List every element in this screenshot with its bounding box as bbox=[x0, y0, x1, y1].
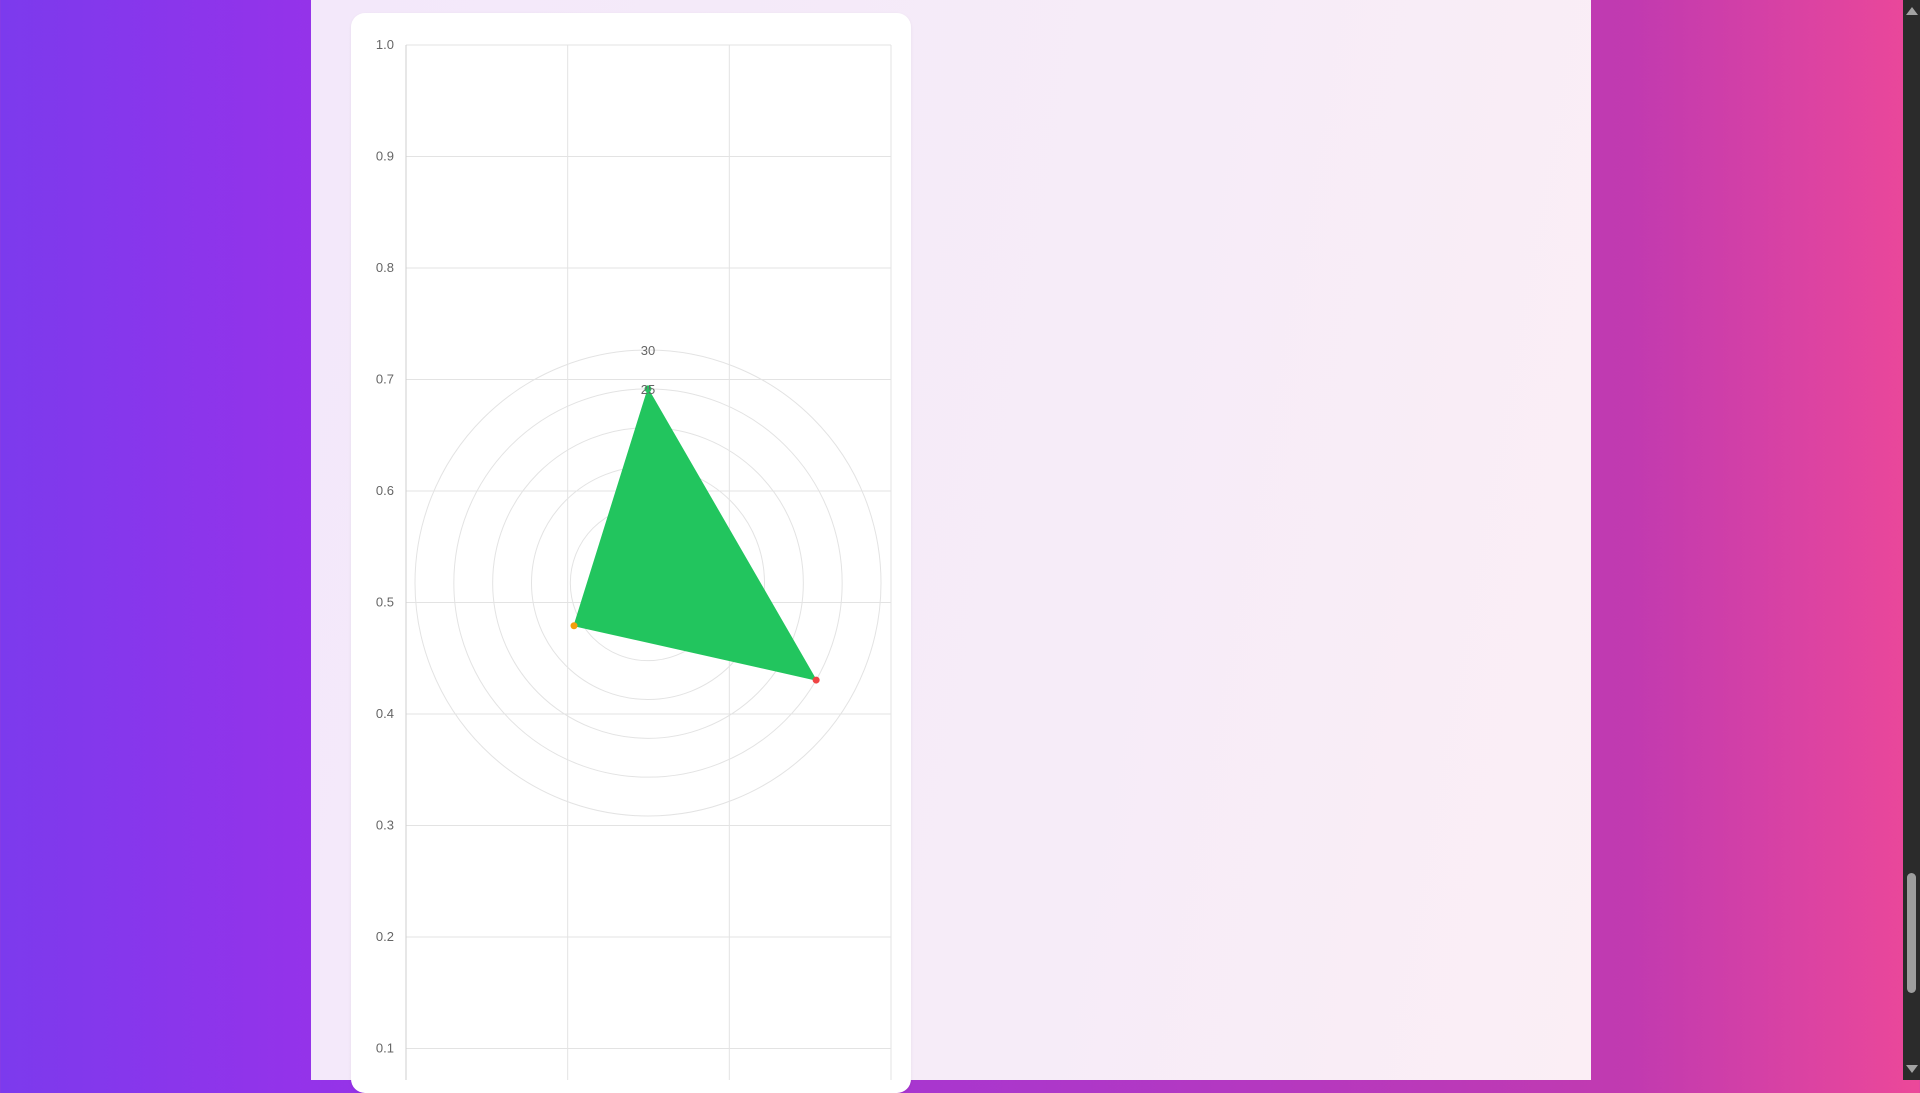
y-tick-label: 0.6 bbox=[376, 483, 394, 498]
chart-card: 0.1 0.2 0.3 0.4 0.5 0.6 0.7 0.8 0.9 1.0 25 30 bbox=[351, 13, 911, 1093]
radial-tick-label: 25 bbox=[641, 382, 655, 397]
data-layer bbox=[570, 385, 820, 684]
radial-ring bbox=[414, 349, 882, 817]
radar-point bbox=[644, 385, 652, 393]
chart-grid bbox=[405, 44, 892, 1080]
y-tick-label: 0.1 bbox=[376, 1041, 394, 1056]
radial-tick-label: 30 bbox=[641, 343, 655, 358]
radar-point bbox=[812, 676, 820, 684]
scroll-down-arrow-icon[interactable] bbox=[1906, 1065, 1918, 1073]
radar-chart: 0.1 0.2 0.3 0.4 0.5 0.6 0.7 0.8 0.9 1.0 25 30 bbox=[376, 37, 892, 1080]
y-tick-label: 0.8 bbox=[376, 260, 394, 275]
y-tick-label: 0.9 bbox=[376, 149, 394, 164]
scroll-thumb[interactable] bbox=[1907, 873, 1916, 993]
y-tick-label: 0.7 bbox=[376, 372, 394, 387]
y-tick-label: 0.4 bbox=[376, 706, 394, 721]
y-tick-label: 0.2 bbox=[376, 929, 394, 944]
tick-labels: 0.1 0.2 0.3 0.4 0.5 0.6 0.7 0.8 0.9 1.0 25 30 bbox=[376, 37, 655, 1056]
radar-point bbox=[570, 622, 578, 630]
vertical-scrollbar[interactable] bbox=[1903, 0, 1920, 1080]
y-tick-label: 0.5 bbox=[376, 595, 394, 610]
y-tick-label: 0.3 bbox=[376, 818, 394, 833]
scroll-up-arrow-icon[interactable] bbox=[1906, 7, 1918, 15]
y-tick-label: 1.0 bbox=[376, 37, 394, 52]
radar-series-area bbox=[573, 387, 818, 681]
